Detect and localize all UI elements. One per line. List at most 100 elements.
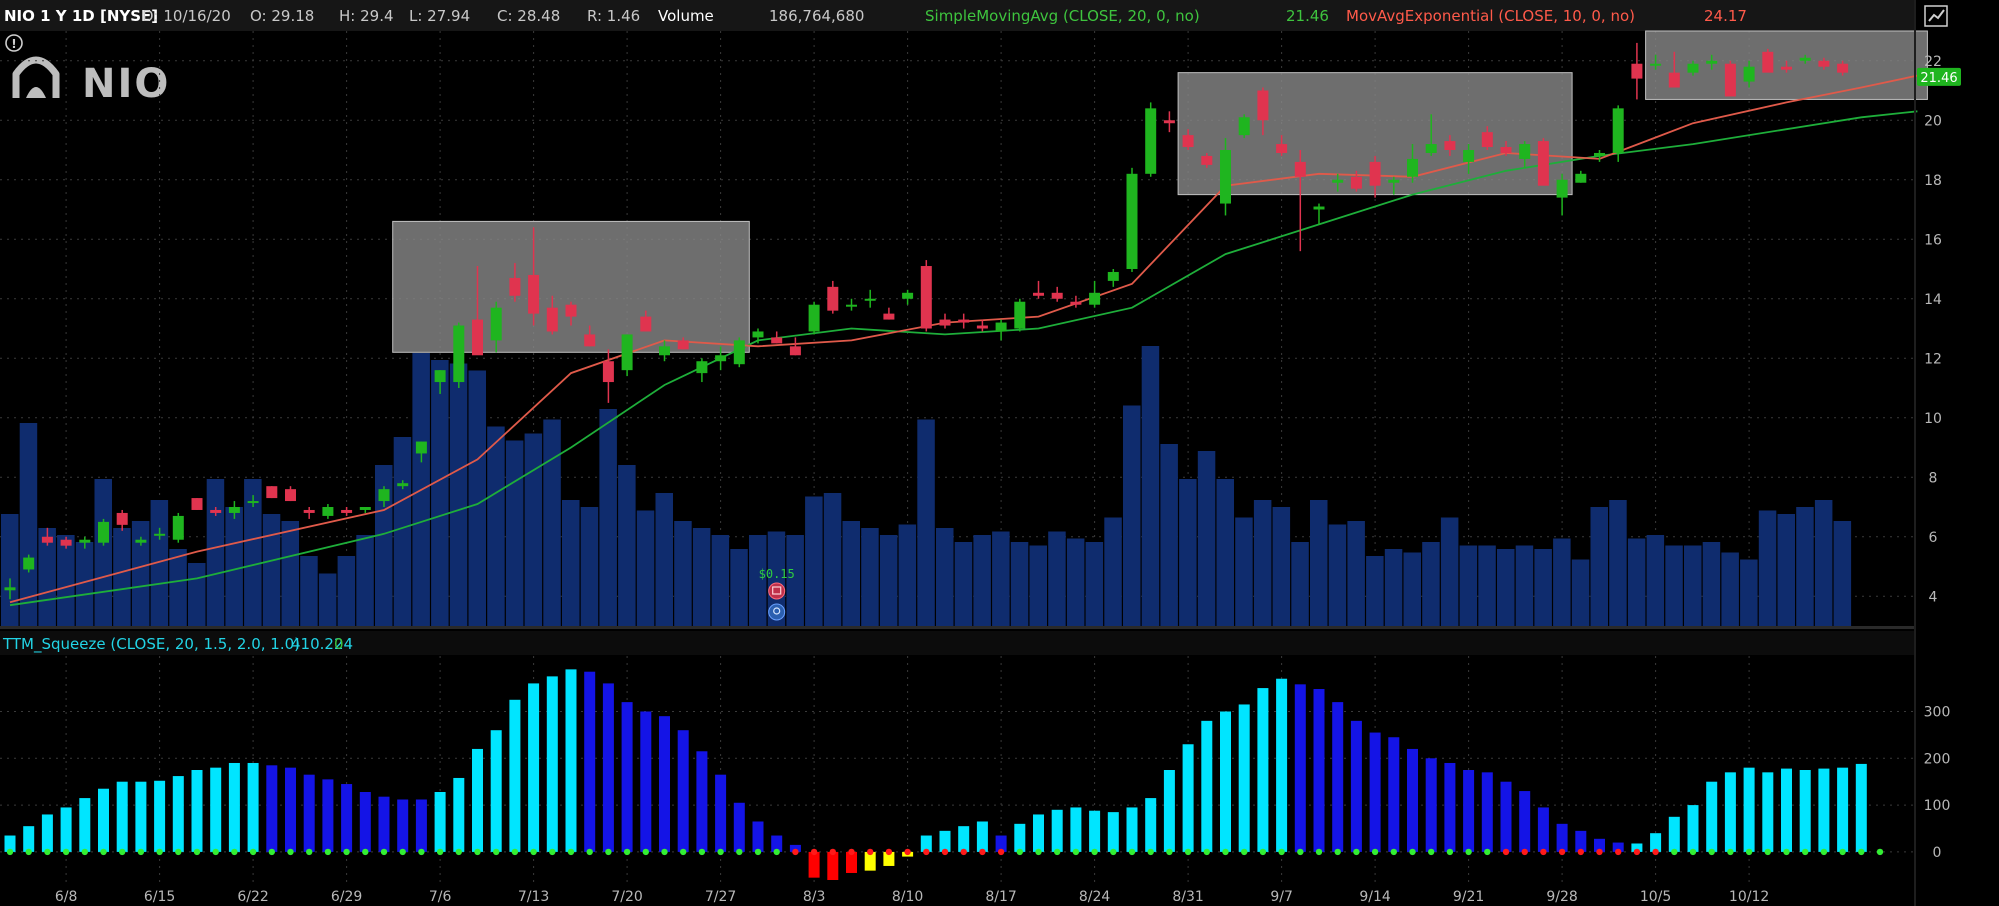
squeeze-bar bbox=[1612, 842, 1624, 852]
squeeze-dot bbox=[1558, 848, 1566, 856]
volume-bar bbox=[1, 514, 19, 626]
squeeze-dot bbox=[268, 848, 275, 856]
squeeze-bar bbox=[1220, 711, 1231, 852]
squeeze-dot bbox=[1297, 848, 1304, 856]
volume-bar bbox=[823, 493, 842, 626]
candle-body bbox=[546, 307, 558, 332]
candle-body bbox=[883, 313, 895, 320]
candle-body bbox=[1407, 158, 1418, 177]
squeeze-bar bbox=[4, 835, 16, 852]
candle-body bbox=[1500, 147, 1512, 153]
volume-bar bbox=[1497, 549, 1515, 626]
squeeze-bar bbox=[1556, 823, 1568, 852]
squeeze-bar bbox=[191, 770, 203, 852]
candle-body bbox=[1556, 179, 1568, 198]
squeeze-bar bbox=[1425, 758, 1437, 852]
candle-body bbox=[733, 340, 745, 365]
volume-bar bbox=[786, 535, 804, 626]
squeeze-bar bbox=[359, 792, 371, 852]
squeeze-tick-label: 300 bbox=[1924, 704, 1951, 720]
date-tick-label: 6/22 bbox=[237, 889, 268, 905]
panel-separator[interactable] bbox=[0, 626, 1914, 629]
squeeze-bar bbox=[415, 799, 427, 852]
squeeze-dot bbox=[530, 848, 537, 856]
candle-body bbox=[976, 325, 988, 329]
volume-bar bbox=[1403, 552, 1421, 626]
expand-chart-icon[interactable] bbox=[1918, 2, 1954, 30]
ema-study-label[interactable]: MovAvgExponential (CLOSE, 10, 0, no) bbox=[1346, 7, 1635, 25]
consolidation-box bbox=[392, 220, 750, 353]
squeeze-dot bbox=[736, 848, 743, 856]
ema-study-value: 24.17 bbox=[1704, 7, 1747, 25]
squeeze-bar bbox=[378, 796, 390, 852]
sma-study-label[interactable]: SimpleMovingAvg (CLOSE, 20, 0, no) bbox=[925, 7, 1200, 25]
squeeze-bar bbox=[1107, 812, 1119, 852]
squeeze-dot bbox=[100, 848, 107, 856]
candle-body bbox=[1350, 176, 1362, 189]
candle-body bbox=[397, 483, 409, 487]
squeeze-dot bbox=[119, 848, 126, 856]
squeeze-dot bbox=[1241, 848, 1248, 856]
volume-bar bbox=[1534, 549, 1552, 626]
volume-bar bbox=[1066, 538, 1085, 626]
squeeze-dot bbox=[680, 848, 687, 856]
candle-body bbox=[490, 307, 502, 341]
candle-body bbox=[1126, 173, 1138, 269]
volume-value: 186,764,680 bbox=[769, 7, 864, 25]
squeeze-dot bbox=[1596, 848, 1603, 856]
squeeze-bar bbox=[285, 767, 296, 852]
ema-10-line bbox=[9, 74, 1918, 604]
candle-body bbox=[602, 361, 614, 383]
symbol-title[interactable]: NIO 1 Y 1D [NYSE] bbox=[4, 7, 158, 25]
squeeze-bar bbox=[135, 781, 147, 852]
candle-body bbox=[191, 498, 203, 510]
volume-bar bbox=[1515, 545, 1534, 626]
squeeze-dot bbox=[717, 848, 724, 856]
candle-body bbox=[154, 533, 166, 536]
price-axis[interactable]: 4 6 8 10 12 14 16 18 20 22 bbox=[1924, 54, 1942, 606]
squeeze-bar bbox=[846, 851, 857, 873]
squeeze-dot bbox=[1708, 848, 1715, 856]
volume-bar bbox=[711, 535, 730, 626]
squeeze-study-label[interactable]: TTM_Squeeze (CLOSE, 20, 1.5, 2.0, 1.0) bbox=[2, 635, 300, 654]
nio-logo: NIO bbox=[12, 56, 168, 107]
date-tick-label: 10/12 bbox=[1729, 889, 1769, 905]
squeeze-bar bbox=[1201, 720, 1213, 852]
candle-body bbox=[1650, 63, 1662, 66]
candle-body bbox=[266, 486, 278, 499]
alert-icon[interactable]: ! bbox=[5, 34, 23, 52]
candle-body bbox=[958, 319, 970, 323]
volume-bar bbox=[262, 514, 281, 626]
squeeze-dot bbox=[773, 848, 780, 856]
candle-body bbox=[789, 346, 801, 356]
squeeze-dot bbox=[979, 848, 986, 856]
squeeze-dot bbox=[324, 848, 332, 856]
last-price-label: 21.46 bbox=[1920, 71, 1957, 86]
volume-bar bbox=[562, 500, 580, 626]
volume-bar bbox=[94, 479, 112, 626]
candle-body bbox=[528, 274, 540, 314]
squeeze-dot bbox=[848, 848, 855, 856]
header-bar bbox=[0, 0, 1914, 31]
volume-bar bbox=[1665, 545, 1683, 626]
squeeze-axis[interactable]: 0 100 200 300 bbox=[1924, 704, 1951, 860]
squeeze-bar bbox=[434, 792, 446, 852]
date-axis[interactable]: 6/8 6/15 6/22 6/29 7/6 7/13 7/20 7/27 8/3 8/10 8/1… bbox=[55, 889, 1769, 905]
squeeze-bar bbox=[864, 851, 876, 871]
candle-body bbox=[1444, 141, 1456, 150]
volume-bar bbox=[38, 528, 56, 626]
candle-body bbox=[1332, 179, 1344, 183]
squeeze-dot bbox=[586, 848, 593, 856]
candlestick-series bbox=[4, 42, 1849, 600]
squeeze-dot bbox=[1727, 848, 1734, 856]
volume-bar bbox=[1796, 507, 1814, 626]
date-tick-label: 6/29 bbox=[331, 889, 362, 905]
volume-bar bbox=[1029, 545, 1047, 626]
volume-label[interactable]: Volume bbox=[658, 7, 714, 25]
volume-bar bbox=[113, 528, 131, 626]
squeeze-tick-label: 200 bbox=[1924, 751, 1951, 767]
squeeze-bar bbox=[1388, 737, 1400, 852]
candle-body bbox=[640, 316, 652, 332]
candle-body bbox=[1631, 63, 1643, 79]
